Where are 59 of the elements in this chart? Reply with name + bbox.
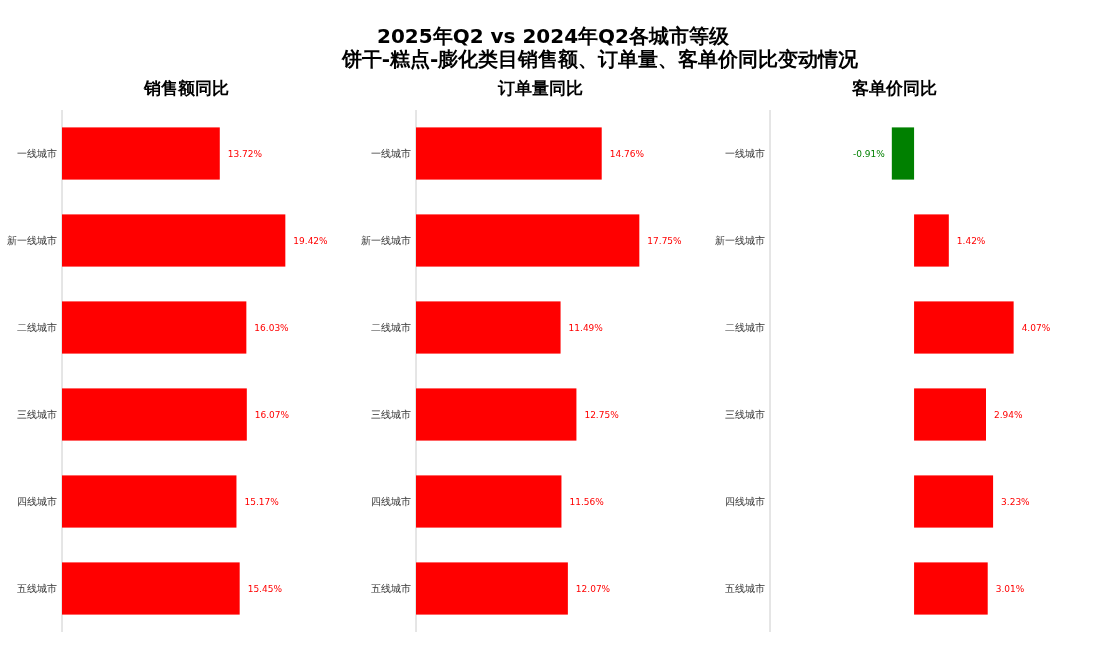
bar: [914, 301, 1014, 354]
bar: [62, 301, 247, 354]
y-tick-label: 四线城市: [371, 496, 411, 507]
bar: [914, 214, 949, 267]
y-tick-label: 二线城市: [371, 322, 411, 333]
y-tick-label: 一线城市: [371, 148, 411, 159]
data-label: 3.23%: [1001, 496, 1031, 507]
bar: [416, 301, 561, 354]
data-label: 15.17%: [244, 496, 280, 507]
text: 饼干-糕点-膨化类目销售额、订单量、客单价同比变动情况: [340, 47, 860, 71]
data-label: 16.07%: [254, 409, 290, 420]
y-tick-label: 新一线城市: [7, 235, 57, 246]
chart-title: 销售额同比: [142, 78, 229, 98]
y-tick-label: 二线城市: [17, 322, 57, 333]
y-tick-label: 四线城市: [17, 496, 57, 507]
data-label: 12.75%: [584, 409, 620, 420]
data-label: 4.07%: [1021, 322, 1051, 333]
data-label: 12.07%: [575, 583, 611, 594]
data-label: 16.03%: [254, 322, 290, 333]
bar: [914, 475, 994, 528]
data-label: 15.45%: [247, 583, 283, 594]
data-label: 13.72%: [227, 148, 263, 159]
y-tick-label: 三线城市: [371, 409, 411, 420]
data-label: -0.91%: [852, 148, 886, 159]
bar: [416, 127, 602, 180]
bar: [914, 388, 986, 441]
bar: [914, 562, 988, 615]
data-label: 14.76%: [609, 148, 645, 159]
y-tick-label: 一线城市: [725, 148, 765, 159]
bar: [416, 562, 568, 615]
y-tick-label: 三线城市: [725, 409, 765, 420]
bar: [62, 388, 247, 441]
data-label: 1.42%: [956, 235, 986, 246]
bar: [62, 214, 286, 267]
text: 2025年Q2 vs 2024年Q2各城市等级: [376, 24, 731, 48]
data-label: 11.49%: [568, 322, 604, 333]
y-tick-label: 五线城市: [371, 583, 411, 594]
bar: [416, 388, 577, 441]
bar: [62, 562, 240, 615]
chart-title: 订单量同比: [496, 78, 583, 98]
data-label: 17.75%: [647, 235, 683, 246]
chart-title: 客单价同比: [850, 78, 937, 98]
y-tick-label: 二线城市: [725, 322, 765, 333]
y-tick-label: 五线城市: [17, 583, 57, 594]
data-label: 2.94%: [993, 409, 1024, 420]
bar: [62, 475, 237, 528]
bar: [416, 214, 640, 267]
data-label: 3.01%: [995, 583, 1025, 594]
bar: [416, 475, 562, 528]
bar: [62, 127, 220, 180]
y-tick-label: 五线城市: [725, 583, 765, 594]
bar: [891, 127, 915, 180]
data-label: 11.56%: [569, 496, 605, 507]
y-tick-label: 新一线城市: [715, 235, 765, 246]
y-tick-label: 一线城市: [17, 148, 57, 159]
y-tick-label: 三线城市: [17, 409, 57, 420]
data-label: 19.42%: [293, 235, 329, 246]
y-tick-label: 四线城市: [725, 496, 765, 507]
y-tick-label: 新一线城市: [361, 235, 411, 246]
